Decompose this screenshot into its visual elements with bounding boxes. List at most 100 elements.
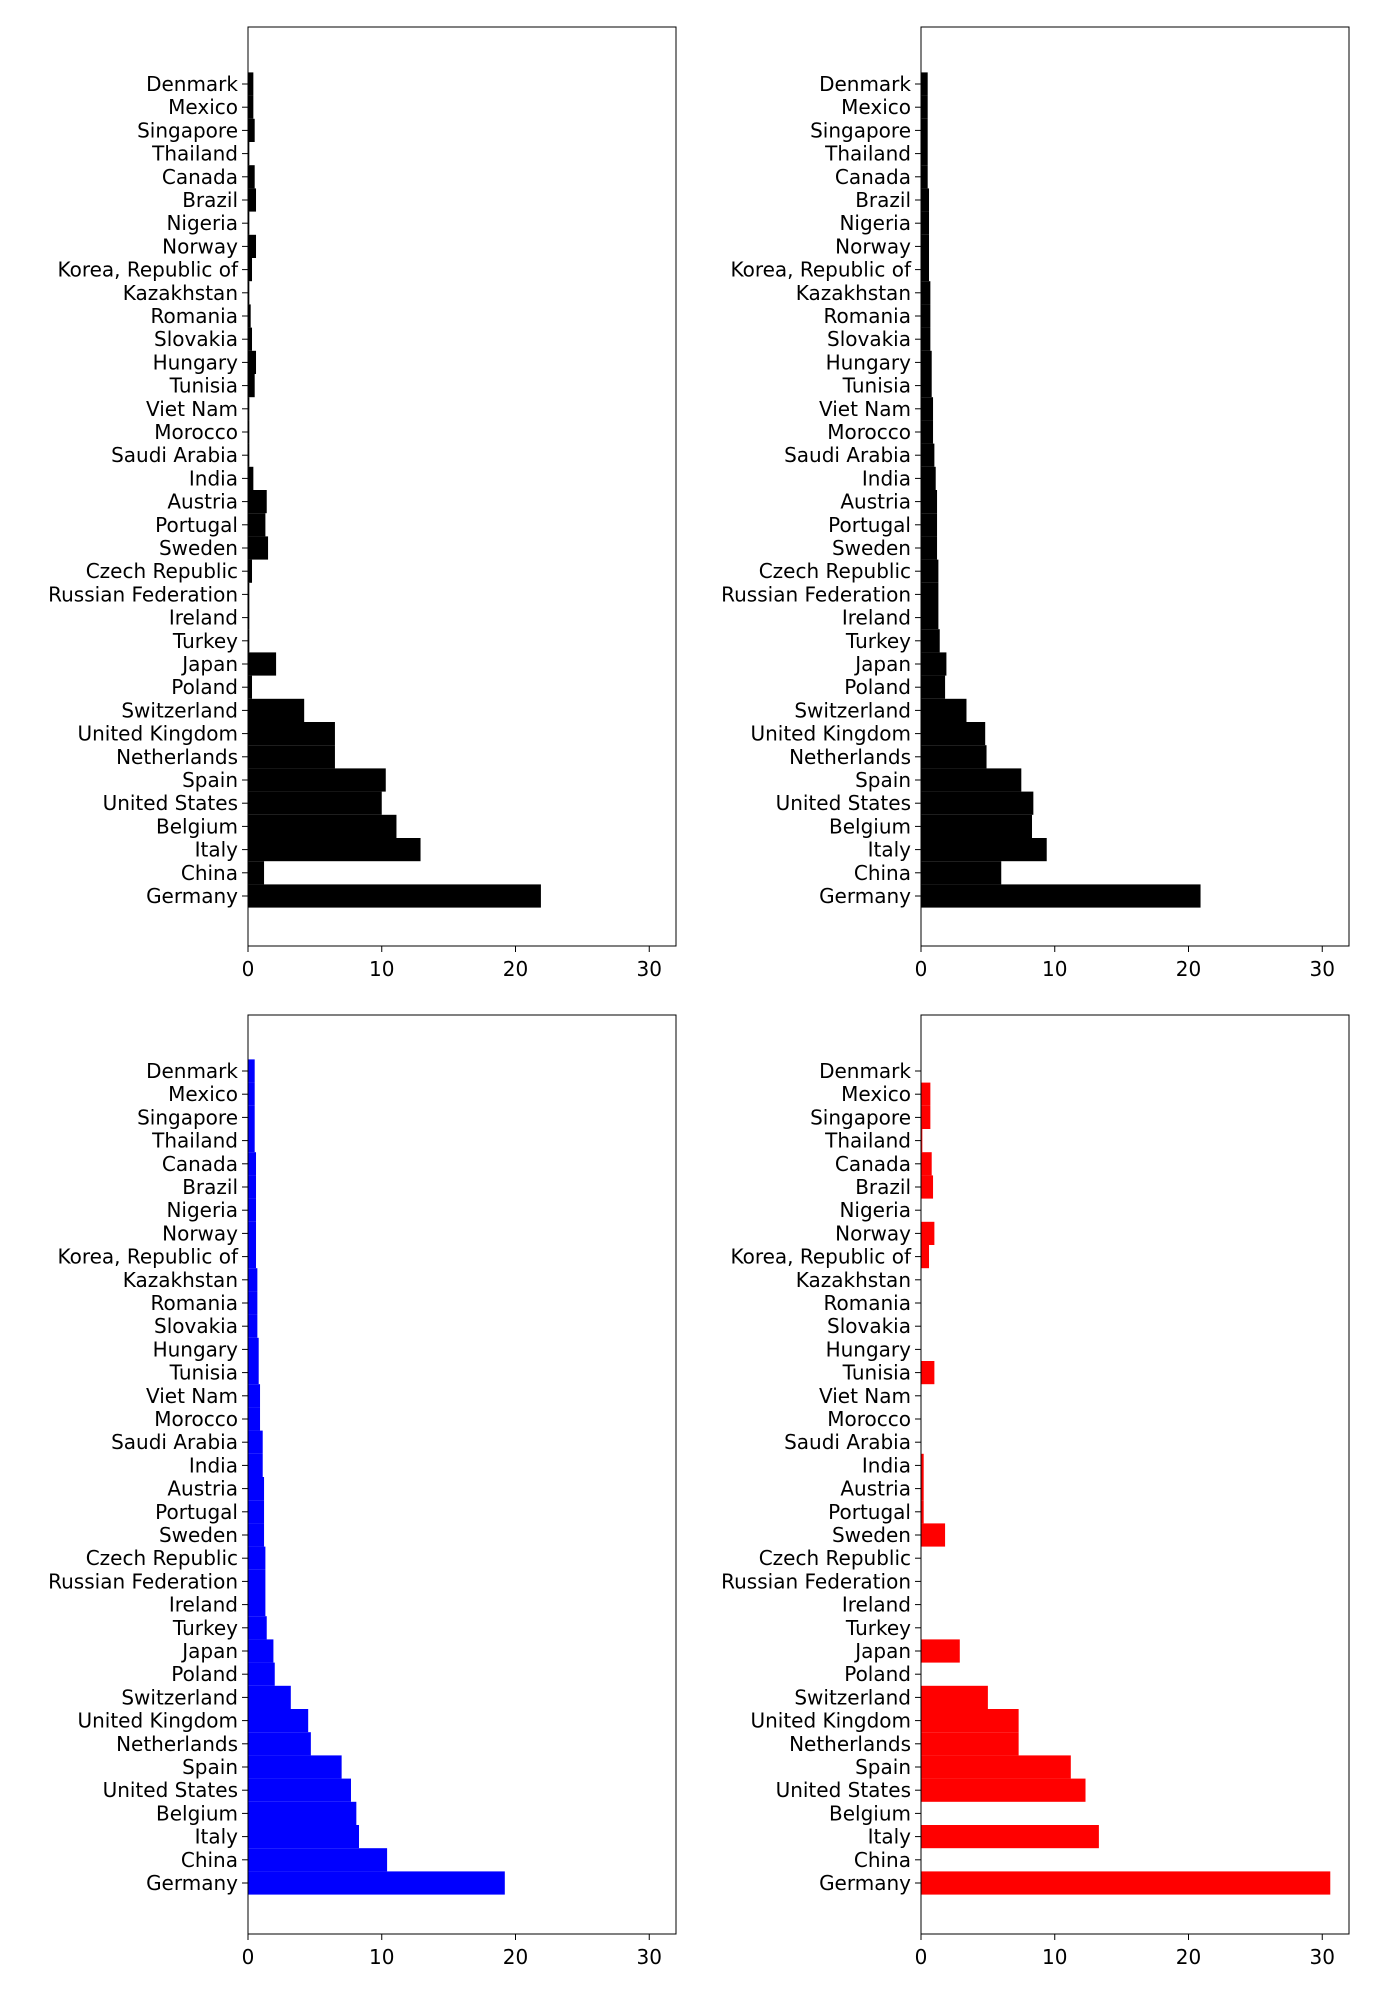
bar-united-kingdom	[248, 722, 335, 746]
y-tick-label: Italy	[868, 838, 912, 862]
bar-germany	[248, 1871, 505, 1895]
y-tick-label: Belgium	[156, 814, 238, 838]
bar-united-states	[921, 791, 1034, 815]
y-tick-label: Hungary	[826, 350, 912, 374]
y-tick-label: Belgium	[156, 1801, 238, 1825]
bar-saudi-arabia	[921, 443, 935, 467]
bar-netherlands	[248, 745, 335, 769]
y-tick-label: Thailand	[151, 1129, 238, 1153]
y-tick-label: Romania	[824, 1291, 911, 1315]
y-tick-label: Nigeria	[839, 211, 911, 235]
bar-russian-federation	[248, 1569, 266, 1593]
bar-ireland	[921, 606, 939, 630]
y-tick-label: Turkey	[845, 629, 911, 653]
y-tick-label: Sweden	[159, 1523, 238, 1547]
y-tick-label: Morocco	[827, 420, 911, 444]
y-tick-label: Italy	[195, 1825, 239, 1849]
bar-canada	[921, 165, 928, 189]
bar-sweden	[921, 1523, 946, 1547]
axes-frame	[247, 1014, 677, 1935]
y-tick-label: Czech Republic	[759, 1546, 911, 1570]
bar-belgium	[248, 814, 397, 838]
bar-switzerland	[248, 698, 305, 722]
bar-singapore	[921, 118, 928, 142]
y-tick-label: Turkey	[172, 1616, 238, 1640]
bar-thailand	[248, 142, 250, 166]
y-tick-label: Saudi Arabia	[784, 443, 911, 467]
y-tick-label: Tunisia	[842, 1361, 911, 1385]
y-tick-label: Sweden	[832, 1523, 911, 1547]
y-tick-label: Slovakia	[827, 1314, 911, 1338]
y-tick-label: Denmark	[819, 1059, 911, 1083]
x-tick-label: 30	[1310, 957, 1335, 981]
y-tick-label: Italy	[195, 838, 239, 862]
bar-switzerland	[921, 698, 967, 722]
bar-austria	[248, 490, 267, 514]
bar-slovakia	[248, 327, 253, 351]
y-tick-label: Mexico	[841, 95, 911, 119]
y-tick-label: Denmark	[146, 72, 238, 96]
bar-brazil	[248, 188, 257, 212]
bar-czech-republic	[248, 1546, 266, 1570]
bar-denmark	[248, 72, 254, 96]
y-tick-label: Korea, Republic of	[57, 1245, 238, 1269]
bar-russian-federation	[248, 582, 250, 606]
x-tick-label: 20	[1176, 1945, 1201, 1969]
bar-turkey	[921, 629, 940, 653]
bar-mexico	[248, 95, 254, 119]
axes-frame	[920, 26, 1350, 947]
y-tick-label: India	[862, 1453, 911, 1477]
y-tick-label: India	[189, 1453, 238, 1477]
bar-morocco	[248, 1407, 261, 1431]
y-tick-label: Belgium	[829, 814, 911, 838]
bar-brazil	[248, 1175, 257, 1199]
bar-united-states	[248, 1778, 351, 1802]
y-tick-label: Mexico	[168, 95, 238, 119]
y-tick-label: Ireland	[169, 606, 238, 630]
x-tick-label: 20	[503, 1945, 528, 1969]
bar-denmark	[248, 1059, 255, 1083]
y-tick-label: Canada	[835, 1152, 911, 1176]
y-tick-label: Mexico	[168, 1082, 238, 1106]
y-tick-label: Norway	[162, 234, 238, 258]
y-tick-label: Thailand	[824, 1129, 911, 1153]
bar-romania	[248, 304, 251, 328]
y-tick-label: Korea, Republic of	[730, 1245, 911, 1269]
y-tick-label: China	[181, 861, 238, 885]
y-tick-label: Russian Federation	[48, 1569, 238, 1593]
y-tick-label: Switzerland	[794, 1685, 911, 1709]
y-tick-label: Korea, Republic of	[730, 258, 911, 282]
y-tick-label: Turkey	[172, 629, 238, 653]
y-tick-label: Germany	[146, 1871, 238, 1895]
y-tick-label: Saudi Arabia	[111, 443, 238, 467]
bar-tunisia	[921, 1361, 935, 1385]
bar-czech-republic	[921, 559, 939, 583]
y-tick-label: Japan	[180, 1639, 238, 1663]
y-tick-label: Netherlands	[789, 1732, 911, 1756]
y-tick-label: Portugal	[155, 1500, 238, 1524]
bar-portugal	[921, 1500, 924, 1524]
bar-portugal	[921, 513, 938, 537]
y-tick-label: Austria	[167, 1477, 238, 1501]
y-tick-label: Norway	[835, 234, 911, 258]
y-tick-label: Nigeria	[166, 1198, 238, 1222]
y-tick-label: Netherlands	[116, 1732, 238, 1756]
x-tick-label: 20	[503, 957, 528, 981]
y-tick-label: Slovakia	[827, 327, 911, 351]
bar-sweden	[248, 536, 269, 560]
y-tick-label: Slovakia	[154, 327, 238, 351]
y-tick-label: Austria	[167, 490, 238, 514]
y-tick-label: Brazil	[855, 188, 911, 212]
bar-korea-republic-of	[921, 258, 930, 282]
y-tick-label: United States	[103, 791, 238, 815]
bar-japan	[921, 652, 947, 676]
bar-germany	[921, 884, 1201, 908]
bar-tunisia	[248, 374, 255, 398]
y-tick-label: Norway	[835, 1221, 911, 1245]
y-tick-label: Ireland	[169, 1593, 238, 1617]
bar-norway	[921, 234, 930, 258]
bar-norway	[921, 1221, 935, 1245]
y-tick-label: United Kingdom	[77, 1709, 238, 1733]
bar-saudi-arabia	[248, 443, 250, 467]
